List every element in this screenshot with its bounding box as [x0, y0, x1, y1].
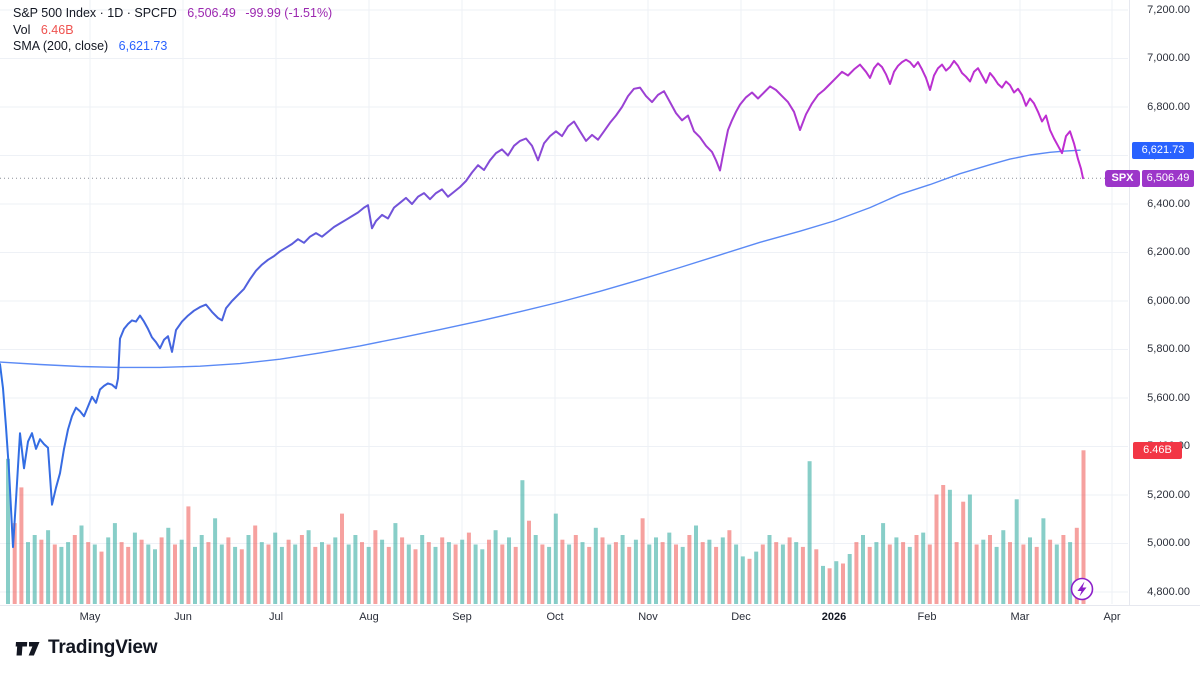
- legend-volume-row[interactable]: Vol 6.46B: [13, 22, 332, 39]
- time-axis-label: Feb: [917, 611, 937, 623]
- time-axis-label: Jul: [268, 611, 284, 623]
- price-axis-label: 5,000.00: [1147, 537, 1190, 549]
- time-axis-label: Sep: [452, 611, 472, 623]
- price-axis-label: 7,000.00: [1147, 52, 1190, 64]
- symbol-badge: SPX: [1105, 169, 1140, 187]
- tradingview-logo[interactable]: TradingView: [14, 636, 158, 660]
- chart-canvas[interactable]: S&P 500 Index · 1D · SPCFD 6,506.49 -99.…: [0, 0, 1200, 630]
- time-axis-label: 2026: [821, 611, 847, 623]
- price-axis[interactable]: 7,200.007,000.006,800.006,600.006,400.00…: [1129, 0, 1200, 605]
- footer: TradingView: [0, 629, 1200, 674]
- price-axis-label: 5,600.00: [1147, 391, 1190, 404]
- sma-price-badge: 6,621.73: [1132, 141, 1194, 159]
- chart-legend: S&P 500 Index · 1D · SPCFD 6,506.49 -99.…: [13, 5, 332, 55]
- flash-events-icon[interactable]: [1070, 577, 1094, 601]
- time-axis-label: Oct: [546, 611, 564, 623]
- volume-bars: [6, 450, 1086, 604]
- price-axis-label: 6,200.00: [1147, 246, 1190, 258]
- volume-label: Vol: [13, 22, 31, 37]
- sma-value: 6,621.73: [118, 39, 168, 53]
- last-price-badge: 6,506.49: [1142, 169, 1194, 187]
- symbol-title: S&P 500 Index · 1D · SPCFD: [13, 6, 177, 20]
- time-axis-label: Nov: [638, 611, 658, 623]
- sma-label: SMA (200, close): [13, 39, 109, 53]
- time-axis-label: Aug: [359, 611, 379, 623]
- price-axis-label: 6,800.00: [1147, 100, 1190, 113]
- time-axis-label: Apr: [1103, 611, 1121, 623]
- volume-badge: 6.46B: [1133, 441, 1182, 459]
- price-change-value: -99.99 (-1.51%): [245, 6, 333, 20]
- legend-symbol-row[interactable]: S&P 500 Index · 1D · SPCFD 6,506.49 -99.…: [13, 5, 332, 22]
- time-axis-label: Dec: [731, 611, 751, 623]
- gridlines: [0, 0, 1128, 604]
- time-axis-label: Jun: [174, 611, 192, 623]
- volume-value: 6.46B: [40, 22, 74, 37]
- price-line-series[interactable]: [0, 58, 1084, 549]
- time-axis-label: May: [79, 611, 101, 623]
- time-axis[interactable]: May Jun Jul Aug Sep Oct Nov Dec 2026 Feb Mar Apr: [0, 605, 1200, 630]
- sma-line-series[interactable]: [0, 149, 1081, 369]
- time-axis-label: Mar: [1010, 611, 1030, 623]
- chart-plot[interactable]: [0, 0, 1200, 629]
- price-axis-label: 5,800.00: [1147, 343, 1190, 355]
- price-axis-label: 5,200.00: [1147, 488, 1190, 501]
- price-axis-label: 7,200.00: [1147, 3, 1190, 16]
- price-axis-label: 4,800.00: [1147, 585, 1190, 598]
- tradingview-logo-text: TradingView: [48, 637, 158, 658]
- price-axis-label: 6,400.00: [1147, 197, 1190, 210]
- last-price-value: 6,506.49: [187, 6, 236, 20]
- legend-sma-row[interactable]: SMA (200, close) 6,621.73: [13, 38, 332, 55]
- tradingview-logo-icon: [15, 642, 40, 656]
- price-axis-label: 6,000.00: [1147, 294, 1190, 307]
